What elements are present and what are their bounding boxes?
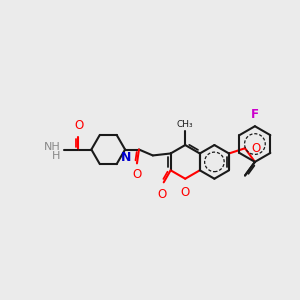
Text: N: N: [121, 151, 131, 164]
Text: O: O: [251, 142, 260, 155]
Text: O: O: [181, 186, 190, 199]
Text: F: F: [251, 108, 259, 121]
Text: NH: NH: [44, 142, 61, 152]
Text: H: H: [52, 152, 61, 161]
Text: O: O: [157, 188, 166, 201]
Text: CH₃: CH₃: [177, 120, 194, 129]
Text: O: O: [74, 119, 83, 132]
Text: O: O: [132, 168, 142, 181]
